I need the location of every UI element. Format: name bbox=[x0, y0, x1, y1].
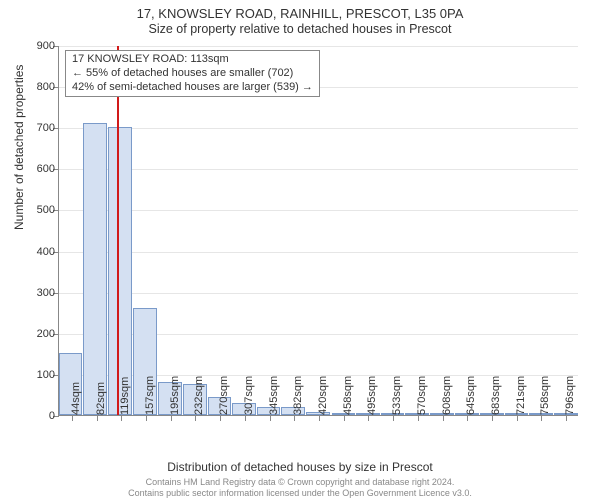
x-tick-label: 82sqm bbox=[95, 382, 107, 415]
x-tick-label: 458sqm bbox=[342, 376, 354, 415]
footer-line-1: Contains HM Land Registry data © Crown c… bbox=[0, 477, 600, 487]
x-tick bbox=[566, 415, 567, 421]
x-tick bbox=[443, 415, 444, 421]
x-tick-label: 796sqm bbox=[564, 376, 576, 415]
gridline bbox=[59, 252, 578, 253]
y-tick-label: 200 bbox=[37, 328, 55, 340]
x-tick bbox=[492, 415, 493, 421]
x-tick bbox=[171, 415, 172, 421]
x-tick-label: 307sqm bbox=[243, 376, 255, 415]
plot-area: 010020030040050060070080090044sqm82sqm11… bbox=[58, 46, 578, 416]
footer-line-2: Contains public sector information licen… bbox=[0, 488, 600, 498]
x-tick bbox=[245, 415, 246, 421]
histogram-bar bbox=[108, 127, 132, 415]
y-tick-label: 100 bbox=[37, 369, 55, 381]
x-tick bbox=[517, 415, 518, 421]
info-line-1: 17 KNOWSLEY ROAD: 113sqm bbox=[72, 53, 313, 67]
chart-title-line1: 17, KNOWSLEY ROAD, RAINHILL, PRESCOT, L3… bbox=[0, 0, 600, 22]
info-box: 17 KNOWSLEY ROAD: 113sqm ← 55% of detach… bbox=[65, 50, 320, 97]
gridline bbox=[59, 169, 578, 170]
x-tick bbox=[97, 415, 98, 421]
x-tick bbox=[418, 415, 419, 421]
x-tick-label: 608sqm bbox=[441, 376, 453, 415]
x-tick-label: 645sqm bbox=[465, 376, 477, 415]
x-tick-label: 758sqm bbox=[539, 376, 551, 415]
x-tick-label: 495sqm bbox=[366, 376, 378, 415]
x-tick bbox=[195, 415, 196, 421]
y-tick-label: 400 bbox=[37, 246, 55, 258]
x-tick-label: 533sqm bbox=[391, 376, 403, 415]
x-tick-label: 683sqm bbox=[490, 376, 502, 415]
x-tick-label: 157sqm bbox=[144, 376, 156, 415]
chart-container: 17, KNOWSLEY ROAD, RAINHILL, PRESCOT, L3… bbox=[0, 0, 600, 500]
gridline bbox=[59, 128, 578, 129]
x-tick bbox=[270, 415, 271, 421]
x-tick-label: 232sqm bbox=[193, 376, 205, 415]
x-tick bbox=[146, 415, 147, 421]
histogram-bar bbox=[83, 123, 107, 415]
x-tick-label: 44sqm bbox=[70, 382, 82, 415]
gridline bbox=[59, 210, 578, 211]
x-tick bbox=[121, 415, 122, 421]
x-tick bbox=[541, 415, 542, 421]
y-tick-label: 800 bbox=[37, 81, 55, 93]
x-axis-title: Distribution of detached houses by size … bbox=[0, 460, 600, 474]
footer: Contains HM Land Registry data © Crown c… bbox=[0, 477, 600, 498]
y-tick-label: 700 bbox=[37, 122, 55, 134]
chart-title-line2: Size of property relative to detached ho… bbox=[0, 22, 600, 40]
x-tick-label: 420sqm bbox=[317, 376, 329, 415]
x-tick bbox=[294, 415, 295, 421]
x-tick bbox=[368, 415, 369, 421]
x-tick-label: 382sqm bbox=[292, 376, 304, 415]
x-tick bbox=[393, 415, 394, 421]
y-tick-label: 600 bbox=[37, 163, 55, 175]
gridline bbox=[59, 293, 578, 294]
y-tick-label: 300 bbox=[37, 287, 55, 299]
gridline bbox=[59, 46, 578, 47]
x-tick-label: 270sqm bbox=[218, 376, 230, 415]
x-tick bbox=[319, 415, 320, 421]
info-line-3: 42% of semi-detached houses are larger (… bbox=[72, 81, 313, 95]
info-line-2: ← 55% of detached houses are smaller (70… bbox=[72, 67, 313, 81]
reference-line bbox=[117, 46, 119, 415]
x-tick bbox=[220, 415, 221, 421]
x-tick-label: 119sqm bbox=[119, 377, 131, 415]
x-tick-label: 570sqm bbox=[416, 376, 428, 415]
y-tick-label: 500 bbox=[37, 204, 55, 216]
x-tick bbox=[467, 415, 468, 421]
y-axis-title: Number of detached properties bbox=[12, 65, 26, 230]
x-tick bbox=[72, 415, 73, 421]
x-tick-label: 721sqm bbox=[515, 376, 527, 415]
y-tick-label: 900 bbox=[37, 40, 55, 52]
y-tick-label: 0 bbox=[49, 410, 55, 422]
x-tick-label: 345sqm bbox=[268, 376, 280, 415]
x-tick-label: 195sqm bbox=[169, 376, 181, 415]
x-tick bbox=[344, 415, 345, 421]
